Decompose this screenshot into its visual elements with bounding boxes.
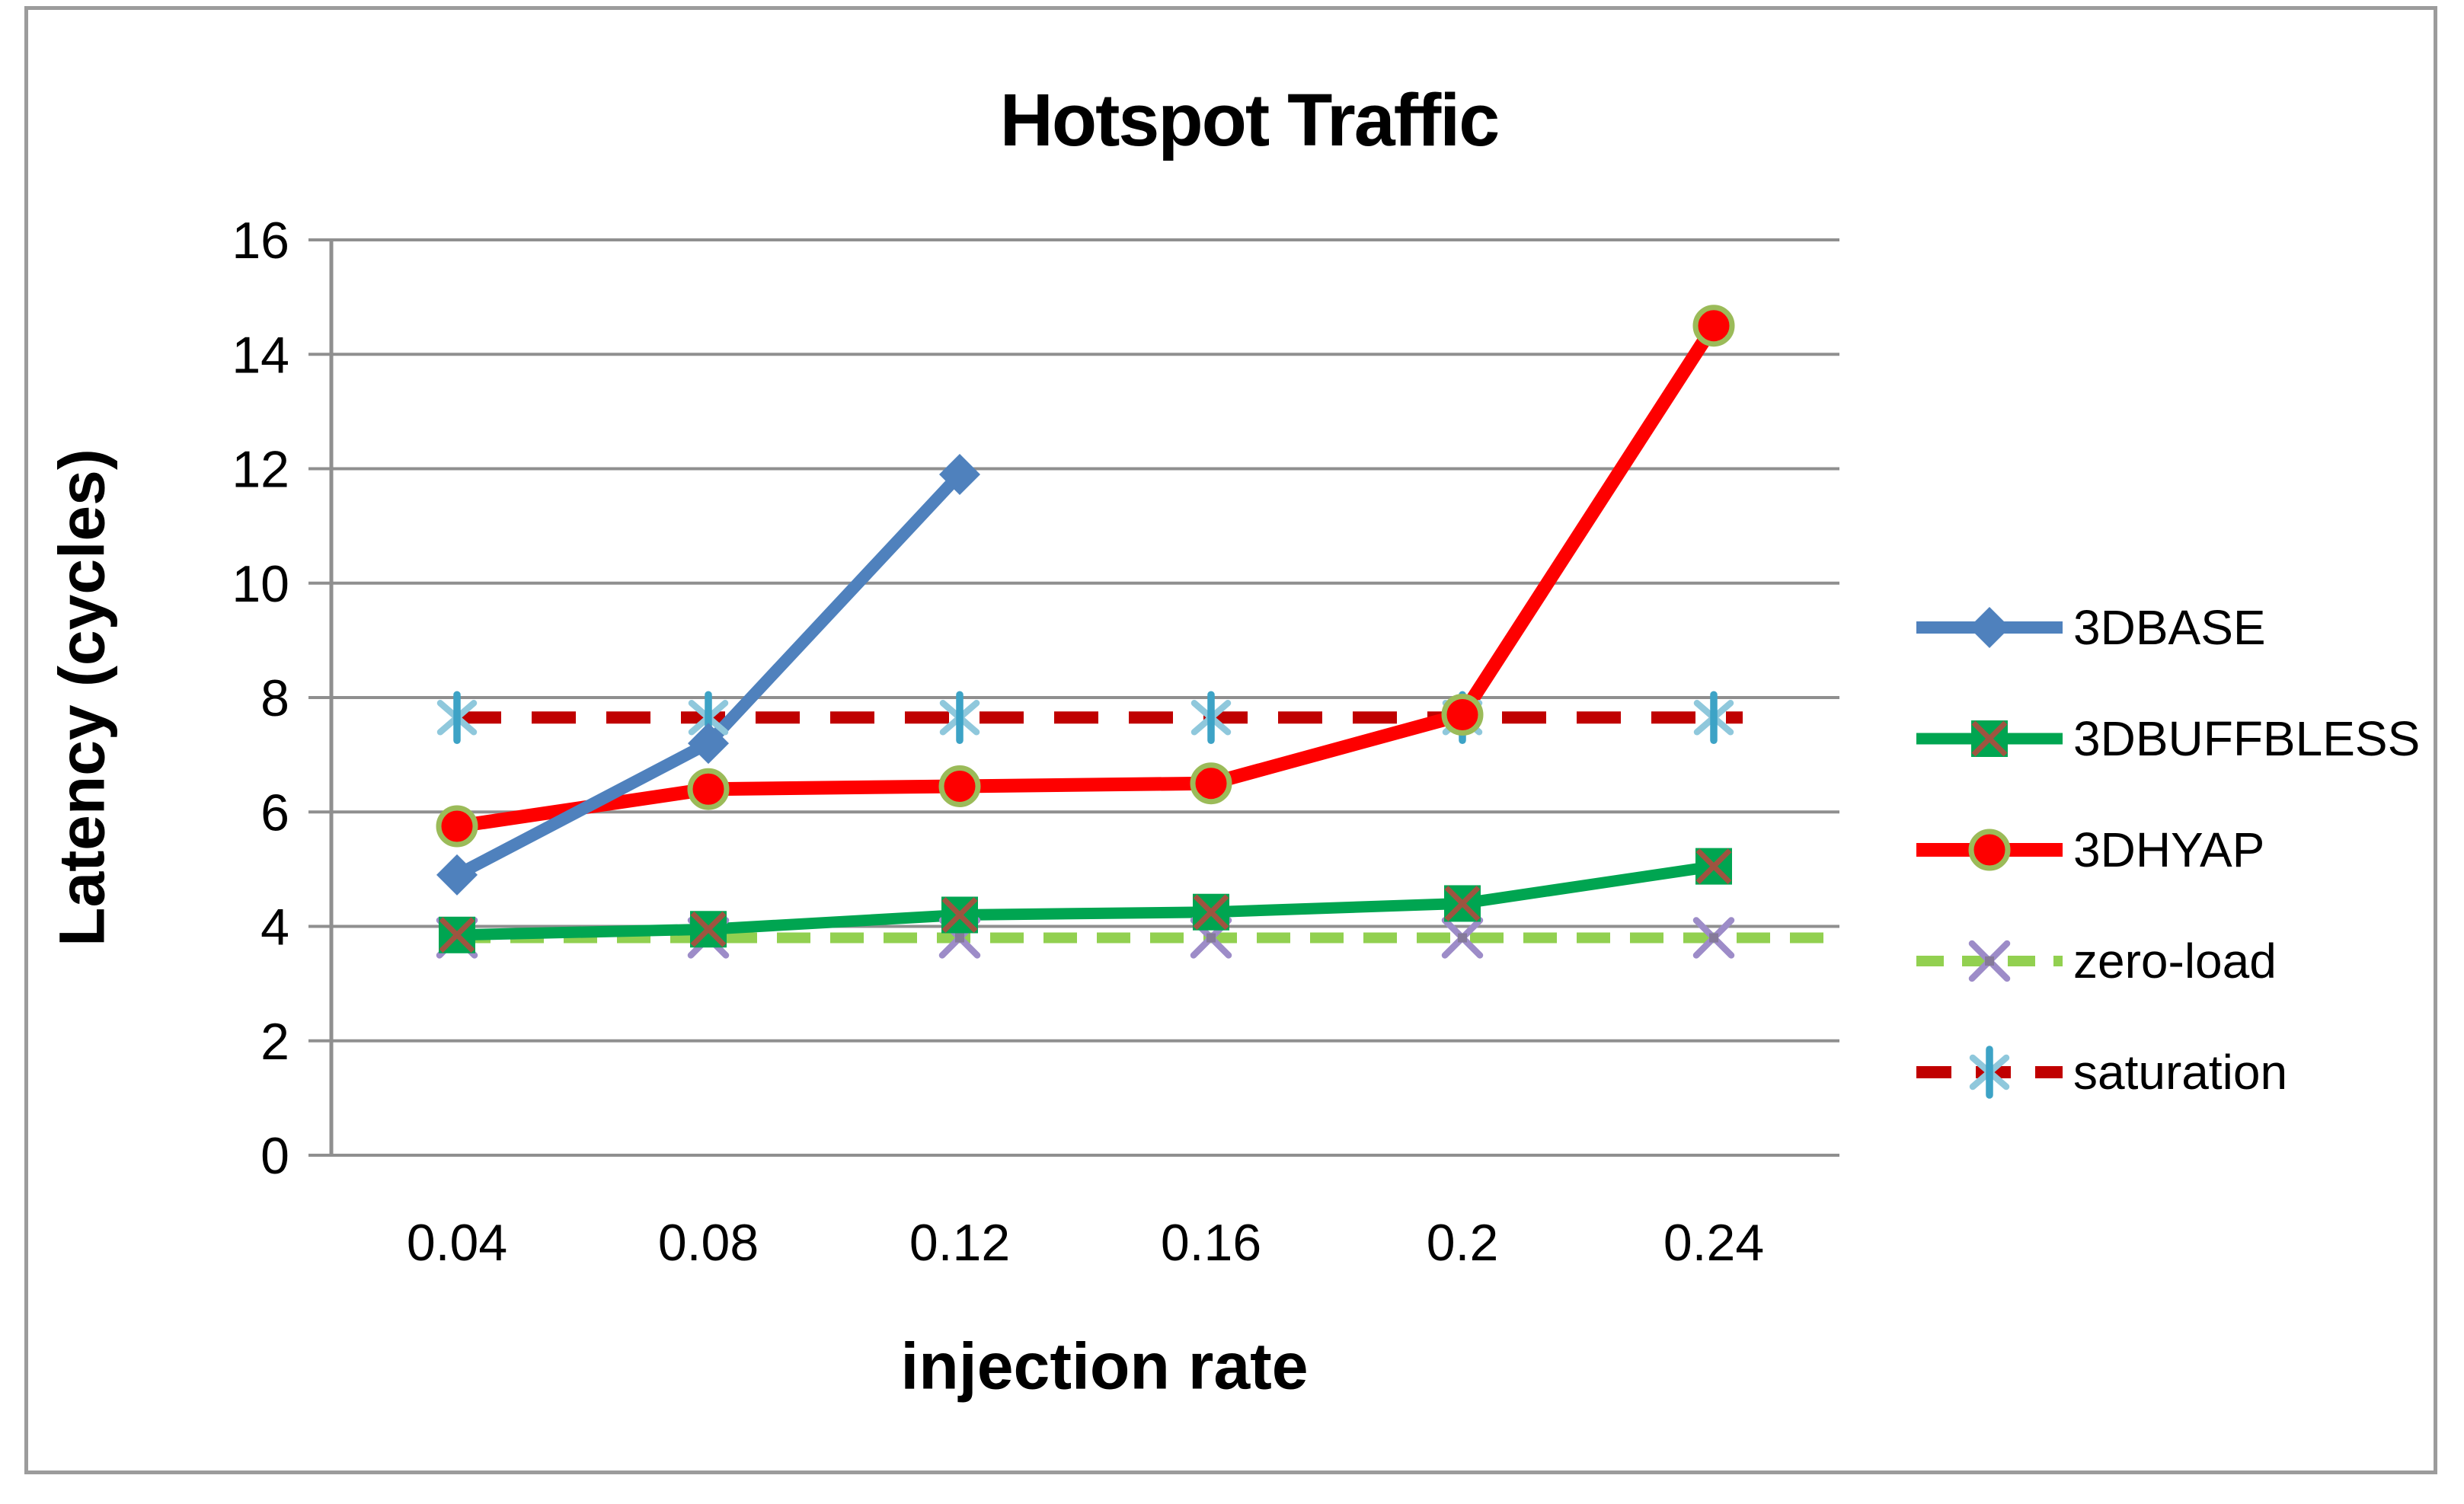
square-x-stroke	[1193, 894, 1229, 931]
marker-3dbase	[436, 854, 478, 896]
legend-item-zero-load: zero-load	[1913, 905, 2420, 1017]
legend-swatch-zero-load	[1916, 940, 2063, 982]
circle-marker-icon	[938, 765, 981, 807]
square-x-stroke	[941, 897, 978, 933]
circle-marker-icon	[1968, 829, 2011, 871]
legend-label-saturation: saturation	[2073, 1045, 2288, 1100]
marker-saturation	[1693, 691, 1734, 745]
y-tick-label: 12	[232, 441, 289, 499]
x-tick-label: 0.2	[1427, 1214, 1499, 1272]
legend-marker-3dhyap-icon	[1968, 829, 2011, 871]
legend-marker-saturation-icon	[1969, 1046, 2010, 1099]
marker-3dbuffbless	[690, 911, 727, 948]
legend-label-zero-load: zero-load	[2073, 934, 2277, 988]
diamond-marker-icon	[939, 454, 980, 496]
figure-border	[24, 6, 2437, 1474]
circle-marker-icon	[687, 768, 730, 810]
x-tick-label: 0.08	[658, 1214, 759, 1272]
legend-marker-3dbase-icon	[1969, 607, 2010, 648]
legend-item-saturation: saturation	[1913, 1017, 2420, 1128]
marker-3dbase	[939, 454, 980, 496]
marker-3dbuffbless	[1193, 893, 1229, 931]
diamond-marker-icon	[1969, 607, 2010, 648]
y-tick-label: 0	[260, 1127, 289, 1185]
y-tick-label: 8	[260, 669, 289, 727]
marker-3dbuffbless	[439, 916, 475, 953]
x-tick-label: 0.04	[407, 1214, 507, 1272]
marker-3dhyap	[1692, 305, 1735, 347]
legend-swatch-3dhyap	[1916, 829, 2063, 871]
marker-saturation	[1190, 691, 1232, 745]
marker-3dhyap	[687, 768, 730, 810]
y-tick-label: 2	[260, 1013, 289, 1071]
legend-label-3dhyap: 3DHYAP	[2073, 822, 2265, 877]
legend-item-3dhyap: 3DHYAP	[1913, 794, 2420, 905]
x-tick-label: 0.16	[1161, 1214, 1261, 1272]
circle-marker-icon	[436, 805, 478, 848]
square-x-stroke	[1444, 885, 1481, 921]
marker-3dbase	[688, 723, 729, 765]
chart-title: Hotspot Traffic	[999, 78, 1500, 161]
legend-item-3dbase: 3DBASE	[1913, 572, 2420, 683]
y-tick-label: 16	[232, 212, 289, 270]
square-x-stroke	[439, 917, 475, 953]
diamond-marker-icon	[436, 854, 478, 896]
legend-label-3dbuffbless: 3DBUFFBLESS	[2073, 711, 2421, 766]
circle-marker-icon	[1190, 762, 1232, 805]
x-marker-center	[1985, 956, 1994, 966]
diamond-marker-icon	[688, 723, 729, 765]
legend-item-3dbuffbless: 3DBUFFBLESS	[1913, 683, 2420, 794]
x-marker-center	[1458, 933, 1467, 943]
y-tick-label: 14	[232, 326, 289, 384]
y-tick-label: 10	[232, 555, 289, 613]
marker-3dhyap	[1190, 762, 1232, 805]
legend-marker-3dbuffbless-icon	[1971, 720, 2008, 757]
marker-3dhyap	[938, 765, 981, 807]
x-tick-label: 0.24	[1663, 1214, 1764, 1272]
square-x-stroke	[1971, 720, 2008, 757]
legend-swatch-3dbase	[1916, 607, 2063, 648]
x-marker-center	[1709, 933, 1718, 943]
marker-saturation	[436, 691, 478, 745]
marker-3dbuffbless	[1695, 848, 1732, 885]
marker-3dhyap	[436, 805, 478, 848]
marker-zero-load	[1441, 917, 1484, 959]
square-x-stroke	[1695, 848, 1732, 885]
y-tick-label: 6	[260, 784, 289, 841]
circle-marker-icon	[1441, 694, 1484, 736]
marker-3dhyap	[1441, 694, 1484, 736]
circle-marker-icon	[1692, 305, 1735, 347]
marker-saturation	[939, 691, 980, 745]
series-line-3dhyap	[455, 321, 1720, 833]
x-marker-center	[955, 933, 964, 943]
legend: 3DBASE 3DBUFFBLESS 3DHYAP zero-load saturati…	[1913, 572, 2420, 1128]
marker-3dbuffbless	[1444, 885, 1481, 922]
legend-label-3dbase: 3DBASE	[2073, 600, 2266, 655]
y-tick-label: 4	[260, 899, 289, 956]
legend-swatch-saturation	[1916, 1046, 2063, 1099]
x-marker-center	[1206, 933, 1216, 943]
marker-3dbuffbless	[941, 896, 978, 934]
x-tick-label: 0.12	[909, 1214, 1010, 1272]
marker-zero-load	[1692, 917, 1735, 959]
x-axis-title: injection rate	[900, 1330, 1309, 1403]
legend-swatch-3dbuffbless	[1916, 720, 2063, 757]
legend-marker-zero-load-icon	[1968, 940, 2011, 982]
square-x-stroke	[690, 911, 727, 947]
series-line-3dbuffbless	[456, 861, 1715, 941]
